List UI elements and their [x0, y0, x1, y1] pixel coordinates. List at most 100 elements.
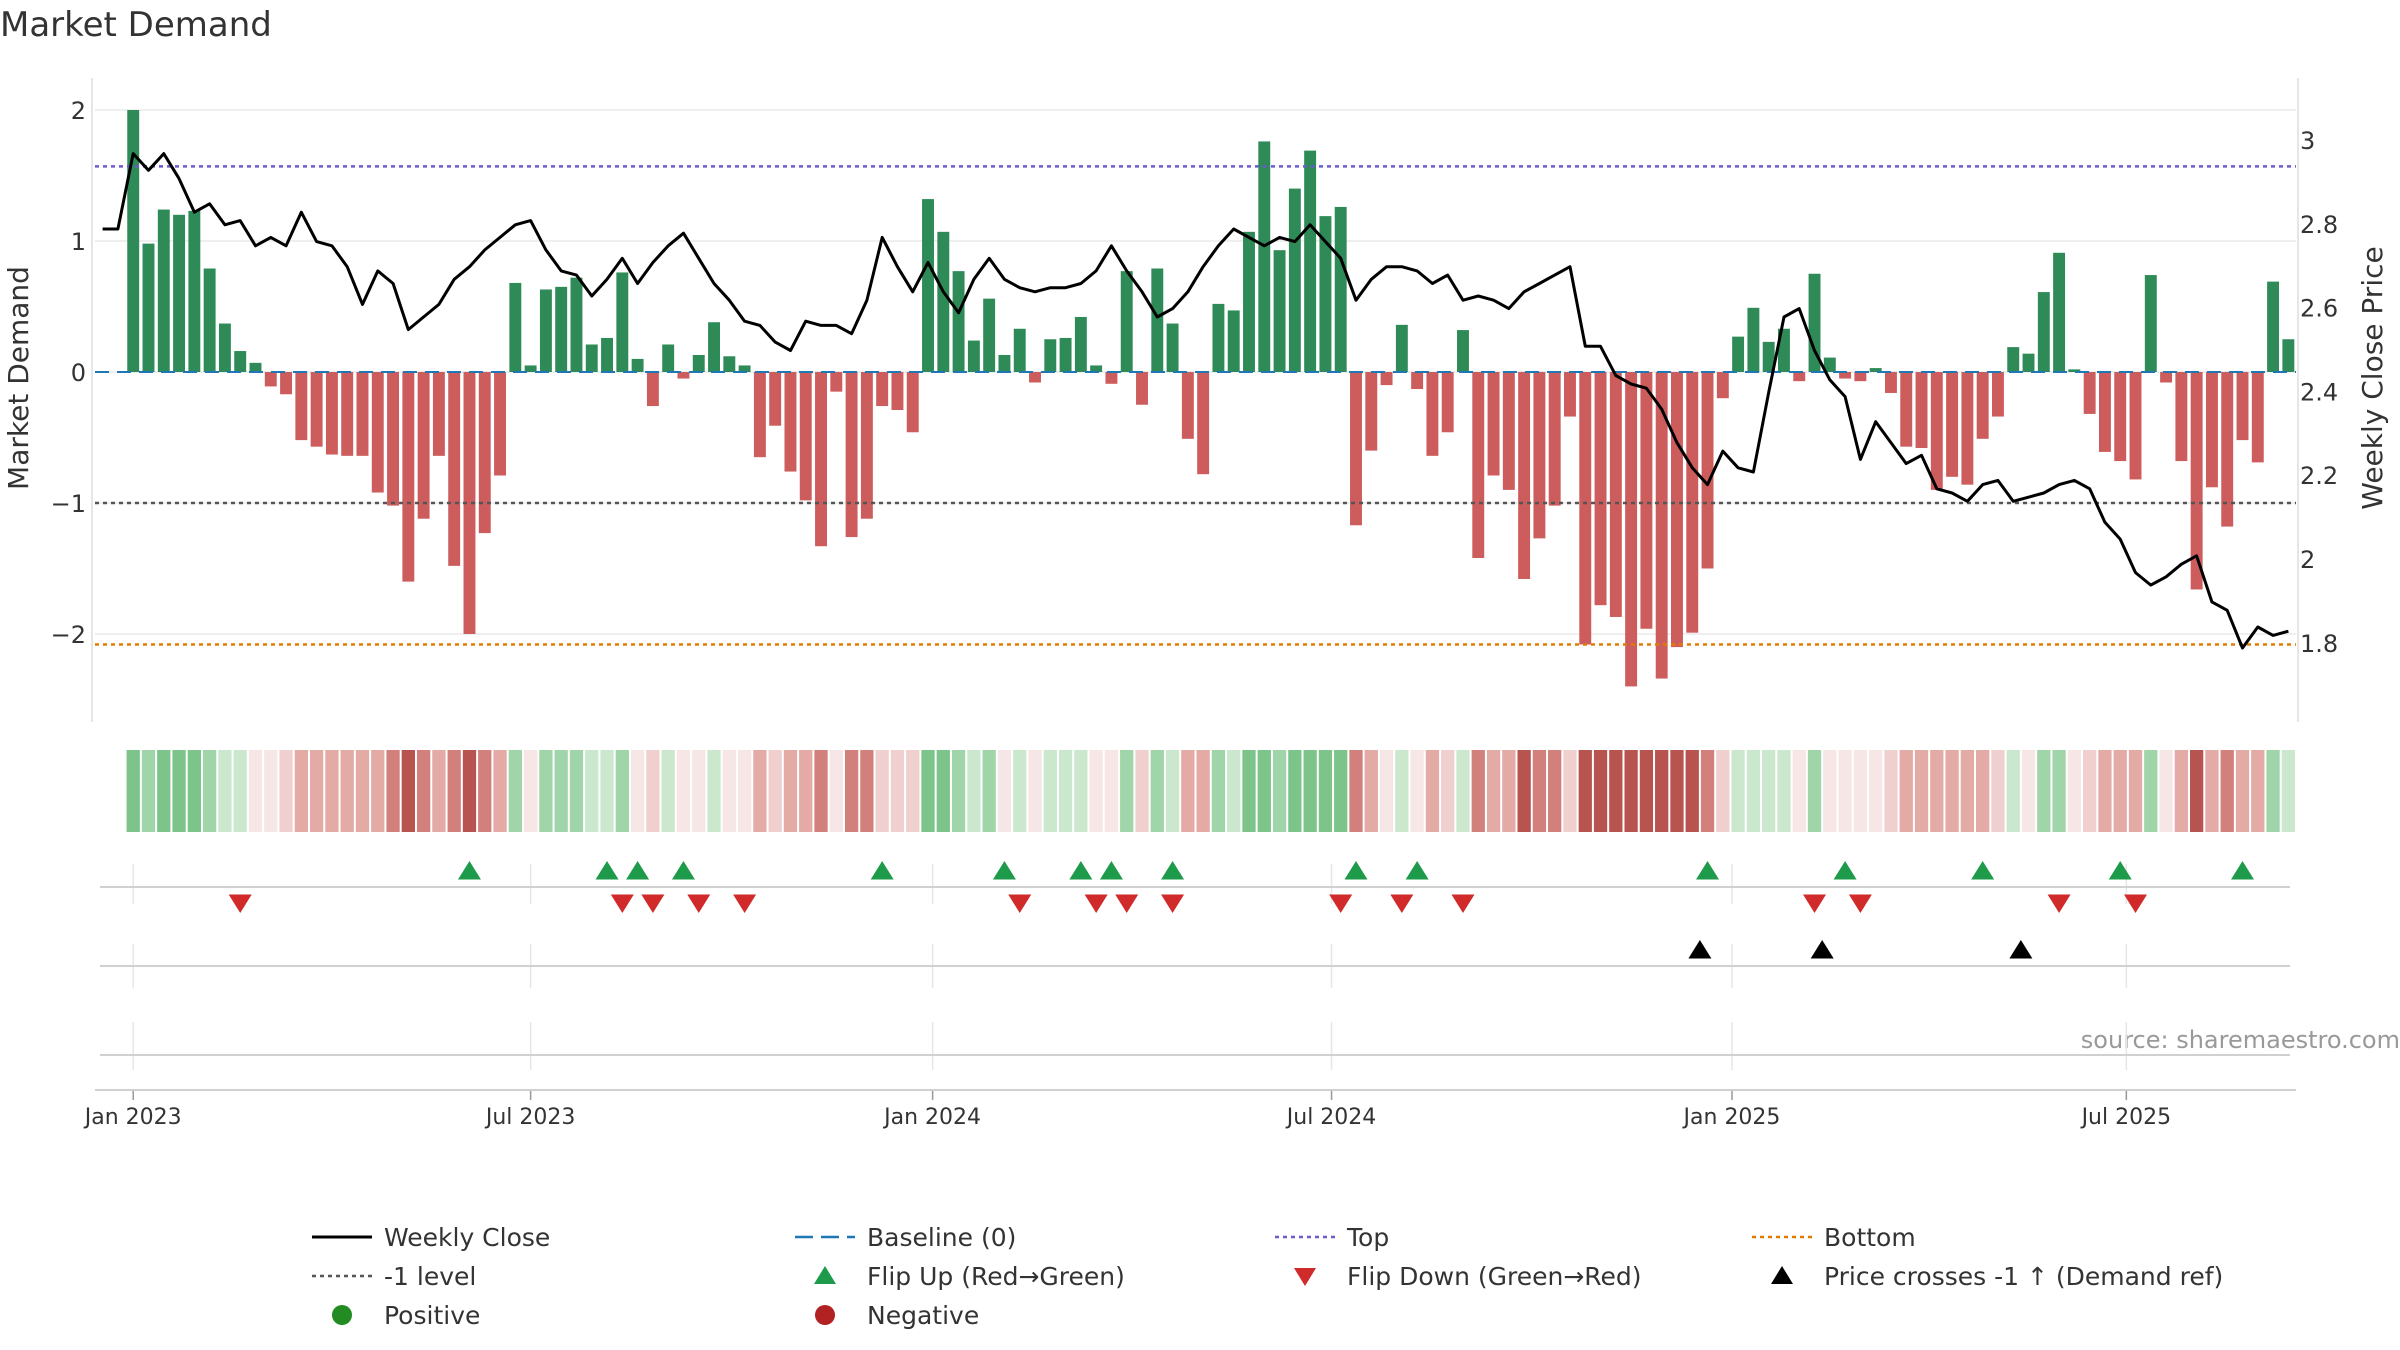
legend-triangle-icon: [814, 1266, 836, 1284]
demand-bar: [662, 344, 675, 372]
strip-cell: [1746, 750, 1761, 832]
signal-markers: [95, 861, 2296, 1091]
demand-bar: [387, 372, 400, 506]
legend-item: Baseline (0): [795, 1223, 1016, 1252]
demand-bar: [280, 372, 293, 395]
legend-triangle-icon: [1294, 1268, 1316, 1286]
demand-bar: [1502, 372, 1515, 490]
demand-bar: [402, 372, 415, 582]
demand-bar: [1839, 372, 1852, 379]
demand-bar: [1090, 365, 1103, 372]
demand-bar: [784, 372, 797, 472]
demand-bar: [937, 231, 950, 372]
x-tick-label: Jan 2025: [1682, 1105, 1781, 1130]
strip-cell: [1960, 750, 1975, 832]
strip-cell: [951, 750, 966, 832]
strip-cell: [2235, 750, 2250, 832]
strip-cell: [585, 750, 599, 832]
strip-cell: [401, 750, 415, 832]
strip-cell: [309, 750, 324, 832]
strip-cell: [1165, 750, 1180, 832]
strip-cell: [157, 750, 171, 832]
demand-bar: [2160, 372, 2173, 383]
demand-bar: [295, 372, 308, 441]
strip-cell: [1425, 750, 1440, 832]
demand-bar: [1243, 231, 1255, 372]
legend-item: Flip Down (Green→Red): [1294, 1262, 1642, 1291]
strip-cell: [2067, 750, 2082, 832]
strip-cell: [1716, 750, 1730, 832]
flip-up-marker: [1833, 861, 1857, 880]
demand-strength-strip: [126, 750, 2295, 832]
demand-bar: [448, 372, 461, 566]
axes: 2 1 0 −1 −2 3 2.8 2.6 2.4 2.2 2 1.8 Jan 2023 Jul 2023…: [51, 78, 2338, 1130]
strip-cell: [1104, 750, 1119, 832]
strip-cell: [569, 750, 584, 832]
demand-bar: [417, 372, 430, 519]
demand-bar: [142, 243, 155, 372]
flip-up-marker: [1099, 861, 1123, 880]
price-line-layer: [102, 152, 2289, 650]
strip-cell: [1930, 750, 1944, 832]
legend-item: Flip Up (Red→Green): [814, 1262, 1125, 1291]
right-axis-label: Weekly Close Price: [2356, 246, 2389, 509]
strip-cell: [1517, 750, 1531, 832]
demand-bar: [1166, 323, 1179, 372]
strip-cell: [921, 750, 935, 832]
demand-bar: [2068, 369, 2081, 372]
strip-cell: [1502, 750, 1516, 832]
flip-down-marker: [1390, 894, 1414, 913]
strip-cell: [692, 750, 706, 832]
demand-bar: [1029, 372, 1041, 383]
x-tick-label: Jan 2024: [882, 1105, 981, 1130]
strip-cell: [1593, 750, 1608, 832]
strip-cell: [2037, 750, 2051, 832]
strip-cell: [1609, 750, 1623, 832]
demand-bar: [1426, 372, 1439, 456]
strip-cell: [1211, 750, 1226, 832]
flip-down-marker: [1161, 894, 1185, 913]
flip-up-marker: [595, 861, 619, 880]
demand-bar: [1380, 372, 1393, 386]
strip-cell: [1456, 750, 1470, 832]
demand-bar: [1273, 250, 1286, 372]
flip-down-marker: [1084, 894, 1108, 913]
demand-bar: [2083, 372, 2096, 414]
strip-cell: [982, 750, 996, 832]
right-tick-label: 2.6: [2300, 295, 2338, 323]
demand-bar: [1655, 372, 1668, 679]
demand-bar: [631, 358, 644, 372]
strip-cell: [264, 750, 278, 832]
demand-bar: [1884, 372, 1897, 393]
demand-bar: [983, 298, 996, 372]
flip-down-marker: [610, 894, 634, 913]
demand-bar: [2251, 372, 2264, 463]
strip-cell: [1685, 750, 1699, 832]
demand-bar: [356, 372, 369, 456]
strip-cell: [1089, 750, 1103, 832]
demand-bar: [371, 372, 384, 493]
strip-cell: [2266, 750, 2280, 832]
demand-bar: [188, 210, 201, 372]
demand-bar: [769, 372, 782, 426]
strip-cell: [1058, 750, 1073, 832]
strip-cell: [2083, 750, 2097, 832]
strip-cell: [1150, 750, 1164, 832]
flip-down-marker: [1803, 894, 1827, 913]
strip-cell: [1227, 750, 1241, 832]
strip-cell: [340, 750, 354, 832]
demand-bar: [341, 372, 354, 456]
strip-cell: [1777, 750, 1791, 832]
strip-cell: [829, 750, 843, 832]
demand-bar: [1900, 372, 1913, 447]
demand-bar: [1686, 372, 1699, 633]
strip-cell: [1655, 750, 1669, 832]
strip-cell: [386, 750, 400, 832]
demand-bar: [1533, 372, 1546, 539]
demand-bar: [2098, 372, 2111, 452]
flip-up-marker: [1161, 861, 1185, 880]
demand-bar: [1548, 372, 1561, 506]
strip-cell: [2021, 750, 2036, 832]
demand-bar: [738, 365, 751, 372]
demand-bar: [1625, 372, 1638, 687]
